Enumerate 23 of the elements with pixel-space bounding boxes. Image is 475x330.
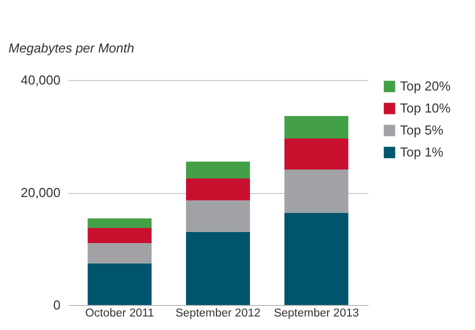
legend-label: Top 5% xyxy=(400,122,444,138)
x-tick-label: September 2012 xyxy=(175,308,261,320)
x-tick-label: September 2013 xyxy=(274,308,359,320)
bar xyxy=(186,200,250,232)
bar xyxy=(284,212,348,305)
bar xyxy=(88,263,152,305)
bar xyxy=(88,228,152,244)
x-tick-label: October 2011 xyxy=(85,308,154,320)
bar xyxy=(284,169,348,213)
legend-label: Top 20% xyxy=(400,78,452,94)
bar xyxy=(186,162,250,178)
y-axis-title: Megabytes per Month xyxy=(8,40,134,56)
bar xyxy=(186,232,250,305)
legend-label: Top 1% xyxy=(400,144,444,160)
y-tick-label: 20,000 xyxy=(20,185,60,200)
bar xyxy=(284,116,348,138)
bar xyxy=(88,243,152,264)
y-tick-label: 40,000 xyxy=(20,72,60,88)
bar xyxy=(88,218,152,228)
y-tick-label: 0 xyxy=(53,298,60,312)
bar xyxy=(186,178,250,200)
legend-label: Top 10% xyxy=(400,100,452,116)
bar xyxy=(284,138,348,170)
